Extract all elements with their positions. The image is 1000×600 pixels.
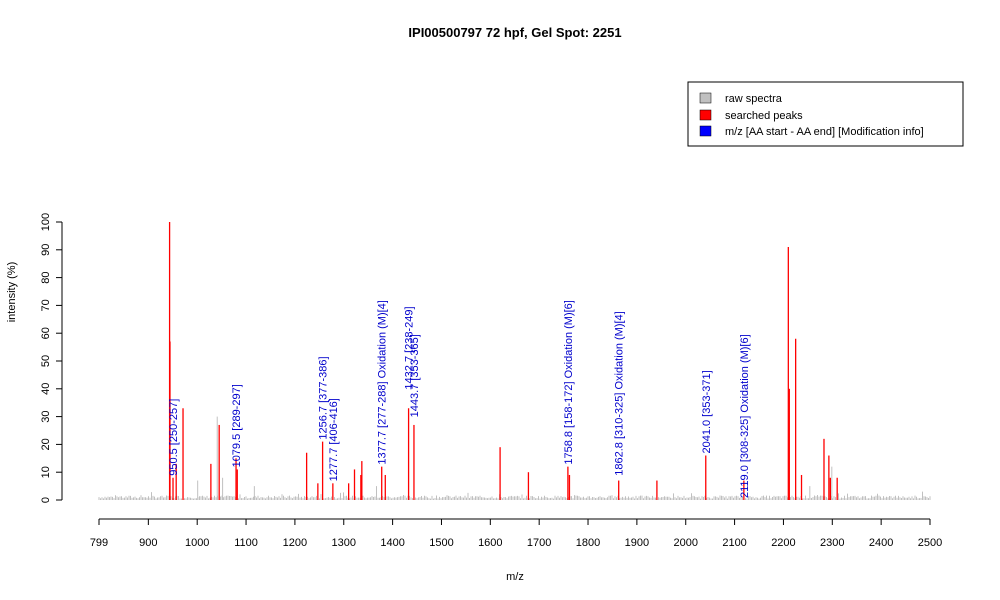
x-axis: 799 900 1000 1100 1200 1300 1400 1500 1600 1700 18… xyxy=(90,518,942,549)
legend-swatch-raw xyxy=(699,92,712,104)
x-tick-label: 2300 xyxy=(820,537,844,549)
x-tick-label: 2500 xyxy=(918,537,942,549)
legend-swatch-annotation xyxy=(699,125,712,137)
peak-annotations: 950.5 [250-257] 1079.5 [289-297] 1256.7 [3… xyxy=(168,300,751,498)
peak-annotation: 1377.7 [277-288] Oxidation (M)[4] xyxy=(377,300,389,464)
peak-annotation: 1758.8 [158-172] Oxidation (M)[6] xyxy=(563,300,575,464)
y-tick-label: 40 xyxy=(40,383,52,395)
y-tick-label: 10 xyxy=(40,466,52,478)
x-tick-label: 2000 xyxy=(673,537,697,549)
y-tick-label: 50 xyxy=(40,355,52,367)
x-axis-label: m/z xyxy=(506,571,524,583)
legend: raw spectra searched peaks m/z [AA start… xyxy=(687,81,964,147)
peak-annotation: 1862.8 [310-325] Oxidation (M)[4] xyxy=(614,311,626,475)
x-tick-label: 900 xyxy=(139,537,157,549)
x-tick-label: 1900 xyxy=(625,537,649,549)
x-tick-label: 799 xyxy=(90,537,108,549)
peak-annotation: 950.5 [250-257] xyxy=(168,399,180,476)
legend-label-annotation: m/z [AA start - AA end] [Modification in… xyxy=(725,126,924,138)
y-axis-label: intensity (%) xyxy=(6,262,18,323)
legend-swatch-searched xyxy=(699,109,712,121)
y-tick-label: 20 xyxy=(40,438,52,450)
y-tick-label: 60 xyxy=(40,327,52,339)
y-tick-label: 100 xyxy=(40,213,52,231)
x-tick-label: 1700 xyxy=(527,537,551,549)
raw-noise-band xyxy=(98,491,931,500)
x-tick-label: 1200 xyxy=(283,537,307,549)
peak-annotation: 1277.7 [406-416] xyxy=(328,398,340,481)
legend-box xyxy=(687,81,964,147)
x-tick-label: 2200 xyxy=(771,537,795,549)
y-tick-label: 70 xyxy=(40,299,52,311)
y-axis: 0 10 20 30 40 50 60 70 80 90 100 xyxy=(40,213,63,503)
peak-annotation: 2119.0 [308-325] Oxidation (M)[6] xyxy=(739,334,751,498)
raw-spectra xyxy=(98,416,931,500)
x-tick-label: 2400 xyxy=(869,537,893,549)
searched-peaks xyxy=(168,222,838,500)
y-tick-label: 80 xyxy=(40,271,52,283)
peak-annotation: 2041.0 [353-371] xyxy=(701,370,713,453)
x-tick-label: 1000 xyxy=(185,537,209,549)
x-tick-label: 1100 xyxy=(234,537,258,549)
peak-annotation: 1443.7 [353-365] xyxy=(409,334,421,417)
y-tick-label: 0 xyxy=(40,497,52,503)
legend-label-raw: raw spectra xyxy=(725,93,783,105)
peak-annotation: 1432.7 [238-249] xyxy=(404,306,416,389)
peak-annotation: 1256.7 [377-386] xyxy=(318,356,330,439)
x-tick-label: 1800 xyxy=(576,537,600,549)
x-tick-label: 2100 xyxy=(722,537,746,549)
x-tick-label: 1600 xyxy=(478,537,502,549)
x-tick-label: 1500 xyxy=(429,537,453,549)
x-tick-label: 1400 xyxy=(380,537,404,549)
y-tick-label: 30 xyxy=(40,410,52,422)
chart-title: IPI00500797 72 hpf, Gel Spot: 2251 xyxy=(408,25,621,40)
x-tick-label: 1300 xyxy=(332,537,356,549)
y-tick-label: 90 xyxy=(40,244,52,256)
peak-annotation: 1079.5 [289-297] xyxy=(231,384,243,467)
legend-label-searched: searched peaks xyxy=(725,110,803,122)
